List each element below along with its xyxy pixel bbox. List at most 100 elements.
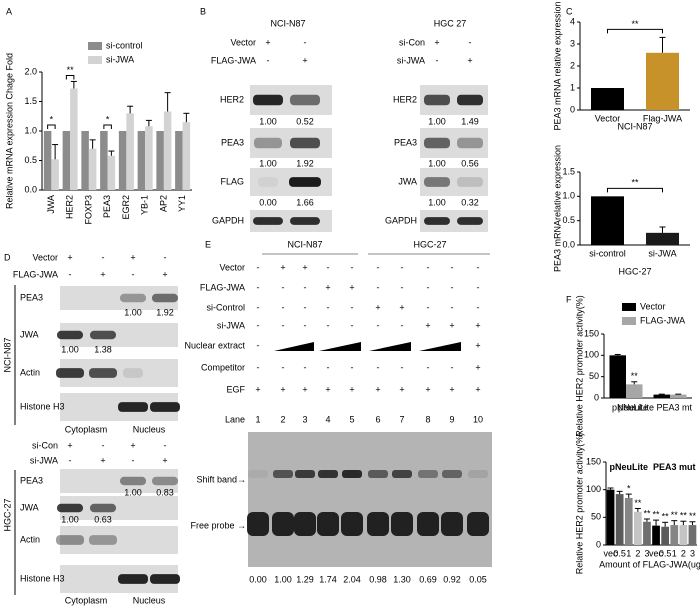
bar: [163, 111, 172, 190]
condition-sign: -: [401, 362, 404, 372]
y-tick-label: 50: [591, 512, 601, 522]
condition-sign: -: [164, 440, 167, 450]
x-tick-label: 0.5: [659, 548, 672, 558]
y-tick-label: 0: [570, 104, 575, 114]
significance: *: [106, 114, 110, 124]
y-tick-label: 1.0: [562, 191, 575, 201]
x-axis-title: NCI-N87: [617, 121, 652, 131]
panel-letter: F: [566, 294, 572, 304]
blot-band: [424, 94, 450, 106]
condition-sign: +: [349, 282, 354, 292]
condition-label: si-Con: [32, 440, 58, 450]
blot-band: [89, 535, 117, 545]
quantification: 1.49: [461, 116, 479, 126]
condition-label: Vector: [230, 37, 256, 47]
condition-sign: -: [427, 362, 430, 372]
condition-sign: -: [327, 362, 330, 372]
condition-label: si-JWA: [30, 455, 58, 465]
gel-band: [367, 512, 389, 536]
blot-band: [152, 476, 178, 486]
gel-band: [392, 470, 412, 478]
condition-sign: -: [257, 262, 260, 272]
gel-band: [341, 512, 363, 536]
x-tick-label: 2: [681, 548, 686, 558]
significance: *: [50, 114, 54, 124]
x-tick-label: FOXP3: [83, 195, 93, 225]
legend-swatch: [88, 42, 102, 50]
condition-sign: +: [162, 455, 167, 465]
blot-band: [289, 177, 321, 187]
blot-band: [290, 94, 320, 106]
x-tick-label: pNeuLite PEA3 mt: [618, 402, 693, 412]
panel-letter: A: [6, 6, 12, 16]
condition-sign: +: [67, 252, 72, 262]
condition-sign: -: [377, 262, 380, 272]
condition-sign: +: [434, 37, 439, 47]
bar: [688, 525, 697, 545]
group-label: pNeuLite: [609, 462, 648, 472]
condition-sign: -: [427, 282, 430, 292]
row-label: Vector: [219, 262, 245, 272]
condition-sign: -: [427, 262, 430, 272]
condition-sign: -: [327, 320, 330, 330]
blot-band: [120, 293, 146, 303]
condition-sign: -: [477, 282, 480, 292]
condition-sign: +: [425, 384, 430, 394]
gel-band: [272, 512, 294, 536]
bar: [670, 525, 679, 545]
bar: [670, 394, 687, 398]
bar: [88, 148, 97, 190]
panel-letter: E: [205, 239, 211, 249]
condition-sign: -: [257, 282, 260, 292]
condition-sign: +: [100, 455, 105, 465]
condition-sign: +: [100, 269, 105, 279]
lane-number: 2: [280, 414, 285, 424]
condition-sign: +: [449, 384, 454, 394]
blot-band: [118, 402, 148, 412]
row-label: JWA: [20, 329, 39, 339]
bar: [51, 159, 59, 190]
legend-swatch: [622, 303, 636, 311]
blot-band: [457, 217, 483, 225]
row-label: GAPDH: [212, 215, 244, 225]
blot-band: [424, 177, 450, 187]
bar: [62, 131, 71, 190]
quantification: 0.83: [156, 487, 174, 497]
condition-sign: -: [377, 362, 380, 372]
blot-band: [123, 368, 143, 378]
bar: [182, 122, 191, 190]
condition-sign: -: [282, 282, 285, 292]
gradient-wedge: [369, 342, 411, 351]
significance: **: [631, 371, 639, 381]
quantification: 1.00: [428, 197, 446, 207]
lane-number: 3: [302, 414, 307, 424]
condition-sign: -: [427, 302, 430, 312]
row-label: FLAG-JWA: [200, 282, 245, 292]
blot: [420, 210, 488, 232]
condition-sign: -: [257, 340, 260, 350]
condition-sign: -: [451, 302, 454, 312]
y-tick-label: 150: [584, 328, 599, 338]
condition-sign: -: [377, 320, 380, 330]
row-label: EGF: [226, 384, 245, 394]
condition-sign: +: [475, 320, 480, 330]
condition-sign: -: [327, 262, 330, 272]
quantification: 0.69: [419, 574, 437, 584]
significance-bracket: [47, 124, 56, 129]
row-label: Lane: [225, 414, 245, 424]
panel-letter: D: [4, 252, 11, 262]
y-tick-label: 50: [589, 371, 599, 381]
condition-sign: +: [399, 384, 404, 394]
y-tick-label: 2.0: [24, 66, 37, 76]
gel-band: [442, 470, 462, 478]
quantification: 0.05: [469, 574, 487, 584]
condition-sign: +: [467, 55, 472, 65]
condition-sign: -: [477, 302, 480, 312]
bar: [175, 131, 183, 190]
bar: [156, 131, 164, 190]
group-label: PEA3 mut: [653, 462, 696, 472]
quantification: 0.63: [94, 514, 112, 524]
condition-sign: +: [130, 440, 135, 450]
quantification: 0.56: [461, 158, 479, 168]
